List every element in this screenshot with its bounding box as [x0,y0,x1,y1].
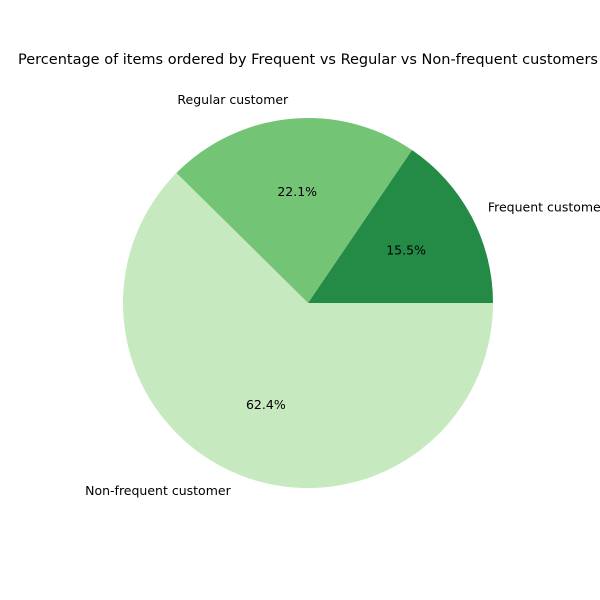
percentage-label: 22.1% [277,184,317,199]
percentage-label: 62.4% [246,397,286,412]
percentage-label: 15.5% [386,243,426,258]
pie-slice [176,117,412,303]
chart-title: Percentage of items ordered by Frequent … [18,52,598,68]
pie-labels: Frequent customer 15.5% Regular customer 22… [85,92,600,498]
slice-label: Regular customer [177,92,289,107]
slice-label: Frequent customer [488,199,600,214]
slice-label: Non-frequent customer [85,483,231,498]
pie-slice [308,149,493,303]
pie-slice [123,173,494,489]
pie-slices [123,117,494,489]
